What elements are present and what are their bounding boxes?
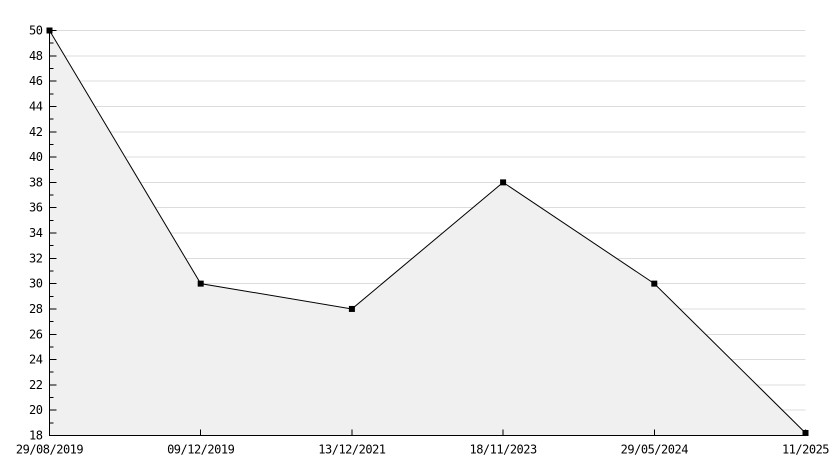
y-tick-label: 34: [29, 226, 43, 240]
data-point-marker: [197, 280, 204, 287]
series-line: [49, 30, 806, 434]
data-point-marker: [348, 305, 355, 312]
y-tick-label: 24: [29, 353, 43, 367]
y-tick-label: 18: [29, 429, 43, 443]
y-tick-label: 46: [29, 74, 43, 88]
y-tick-label: 38: [29, 175, 43, 189]
y-tick-label: 32: [29, 251, 43, 265]
data-point-marker: [651, 280, 658, 287]
x-tick-label: 13/12/2021: [318, 443, 386, 457]
x-tick-label: 09/12/2019: [167, 443, 235, 457]
y-tick-label: 40: [29, 150, 43, 164]
data-point-marker: [500, 179, 507, 186]
x-tick-label: 18/11/2023: [469, 443, 537, 457]
x-tick-label: 29/08/2019: [16, 443, 84, 457]
y-tick-label: 44: [29, 99, 43, 113]
y-tick-label: 20: [29, 403, 43, 417]
y-tick-label: 36: [29, 201, 43, 215]
series-area-fill: [49, 30, 806, 436]
y-tick-label: 26: [29, 327, 43, 341]
y-tick-label: 50: [29, 24, 43, 38]
y-tick-label: 28: [29, 302, 43, 316]
x-tick-label: 11/2025: [782, 443, 829, 457]
y-tick-label: 22: [29, 378, 43, 392]
y-tick-label: 30: [29, 277, 43, 291]
x-tick-label: 29/05/2024: [621, 443, 689, 457]
y-tick-label: 48: [29, 49, 43, 63]
y-tick-label: 42: [29, 125, 43, 139]
